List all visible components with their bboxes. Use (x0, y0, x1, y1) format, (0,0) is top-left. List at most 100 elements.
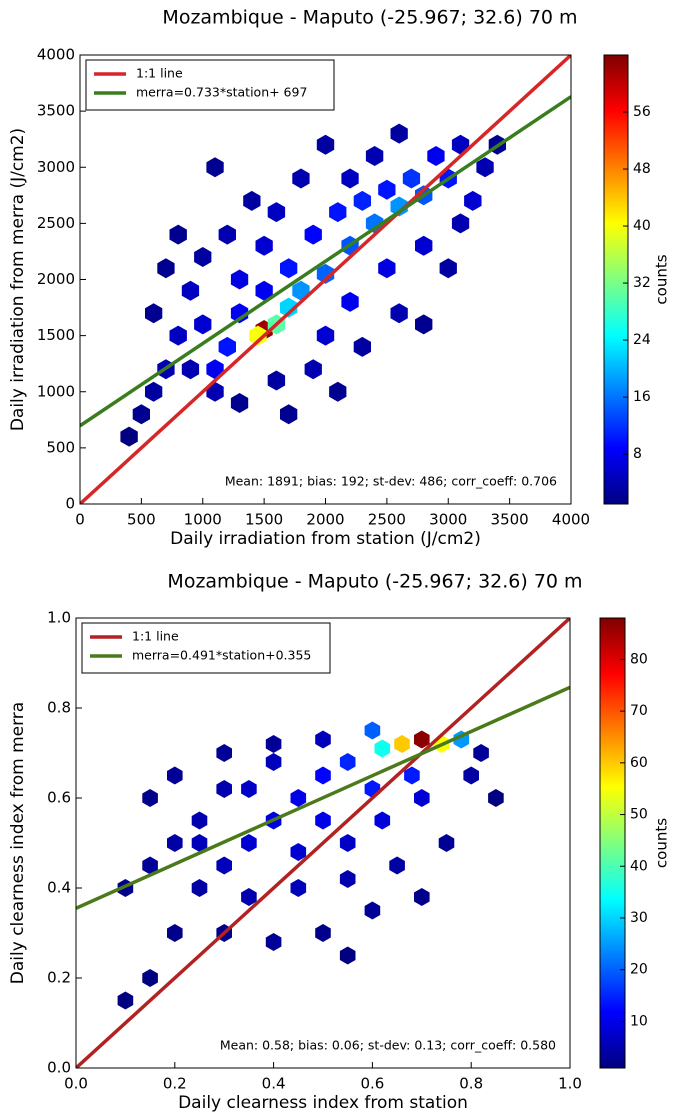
hexbin-cell (167, 924, 183, 942)
x-tick-label: 4000 (552, 511, 590, 529)
colorbar-tick-label: 16 (633, 389, 651, 405)
colorbar (599, 617, 626, 1069)
fit-line (76, 618, 570, 1068)
y-tick-label: 1500 (37, 326, 75, 344)
hexbin-cell (290, 879, 307, 897)
legend-label: merra=0.491*station+0.355 (132, 648, 311, 663)
hexbin-cell (341, 291, 359, 312)
legend-box (81, 622, 331, 674)
hexbin-cell (167, 766, 183, 785)
y-tick-label: 0 (65, 495, 75, 513)
hexbin-cell (230, 303, 249, 324)
hexbin-cell (404, 766, 420, 785)
colorbar-tick-label: 30 (630, 910, 648, 926)
x-tick-label: 2500 (368, 511, 406, 529)
hexbin-cell (339, 946, 356, 965)
hexbin-cell (329, 202, 347, 223)
legend-box (85, 59, 335, 111)
hexbin-cell (191, 834, 208, 852)
hexbin-cell (394, 735, 410, 753)
colorbar-tick-label: 80 (630, 651, 648, 667)
x-tick-label: 0.8 (459, 1075, 483, 1093)
hexbin-cell (414, 730, 430, 749)
hexbin-cell (145, 303, 163, 324)
hexbin-cell (316, 134, 335, 155)
hexbin-cell (390, 303, 408, 324)
x-tick-label: 0.6 (360, 1075, 384, 1093)
hexbin-cell (315, 730, 331, 749)
hexbin-cell (167, 834, 183, 852)
hexbin-cell (216, 744, 232, 762)
hexbin-cell (438, 834, 455, 852)
colorbar-tick-label: 70 (630, 703, 648, 719)
stats-annotation: Mean: 0.58; bias: 0.06; st-dev: 0.13; co… (220, 1038, 556, 1053)
y-tick-label: 1000 (37, 382, 75, 400)
hexbin-cell (464, 190, 482, 211)
hexbin-cell (249, 325, 267, 346)
hexbin-cell (142, 856, 158, 875)
x-tick-label: 0.2 (163, 1075, 187, 1093)
hexbin-cell (463, 766, 479, 785)
hexbin-cell (304, 224, 322, 245)
hexbin-cell (427, 146, 445, 166)
hexbin-cell (142, 789, 158, 807)
colorbar-tick-label: 40 (633, 218, 651, 234)
hexbin-cell (142, 969, 158, 987)
x-axis-label: Daily irradiation from station (J/cm2) (170, 529, 481, 549)
hexbin-cell (316, 263, 335, 284)
y-tick-label: 0.6 (47, 789, 71, 807)
x-tick-label: 0 (75, 511, 85, 529)
y-tick-label: 3500 (37, 102, 75, 120)
hexbin-cell (378, 258, 396, 279)
plot-area (80, 55, 571, 504)
hexbin-cell (316, 325, 335, 346)
y-axis-label: Daily clearness index from merra (8, 702, 28, 984)
hexbin-cell (218, 224, 236, 245)
hexbin-cell (315, 924, 331, 942)
y-tick-label: 0.0 (47, 1059, 71, 1077)
hexbin-cell (378, 179, 396, 200)
x-axis-label: Daily clearness index from station (178, 1093, 468, 1113)
y-tick-label: 3000 (37, 158, 75, 176)
hexbin-cell (402, 168, 421, 189)
hexbin-cell (265, 735, 282, 753)
x-tick-label: 2000 (306, 511, 344, 529)
colorbar-tick-label: 8 (633, 446, 642, 462)
hexbin-cell (329, 381, 347, 402)
hexbin-cell (339, 870, 356, 888)
colorbar-tick-label: 40 (630, 858, 648, 874)
legend-label: merra=0.733*station+ 697 (136, 85, 307, 100)
hexbin-cell (364, 721, 381, 740)
hexbin-cell (206, 157, 224, 178)
hexbin-cell (255, 280, 273, 301)
hexbin-cell (365, 146, 384, 166)
hexbin-cell (439, 258, 457, 279)
hexbin-cell (218, 336, 236, 357)
hexbin-cell (145, 381, 163, 402)
fit-line (76, 685, 570, 910)
x-tick-label: 1.0 (558, 1075, 582, 1093)
colorbar-tick-label: 48 (633, 161, 651, 177)
colorbar-tick-label: 32 (633, 275, 651, 291)
hexbin-cell (230, 269, 249, 290)
hexbin-cell (241, 780, 257, 798)
fit-line (80, 95, 571, 428)
colorbar-label: counts (653, 254, 671, 304)
hexbin-cell (390, 196, 408, 217)
hexbin-cell (191, 811, 208, 830)
stats-annotation: Mean: 1891; bias: 192; st-dev: 486; corr… (225, 474, 557, 489)
hexbin-cell (476, 157, 494, 178)
hexbin-cell (451, 213, 470, 234)
x-tick-label: 1500 (245, 511, 283, 529)
chart-title: Mozambique - Maputo (-25.967; 32.6) 70 m (167, 571, 582, 593)
hexbin-cell (353, 190, 371, 211)
x-tick-label: 0.4 (262, 1075, 286, 1093)
y-tick-label: 0.8 (47, 699, 71, 717)
hexbin-cell (117, 991, 134, 1010)
colorbar-label: counts (653, 818, 671, 868)
y-tick-label: 0.2 (47, 969, 71, 987)
y-tick-label: 4000 (37, 46, 75, 64)
y-tick-label: 2500 (37, 214, 75, 232)
